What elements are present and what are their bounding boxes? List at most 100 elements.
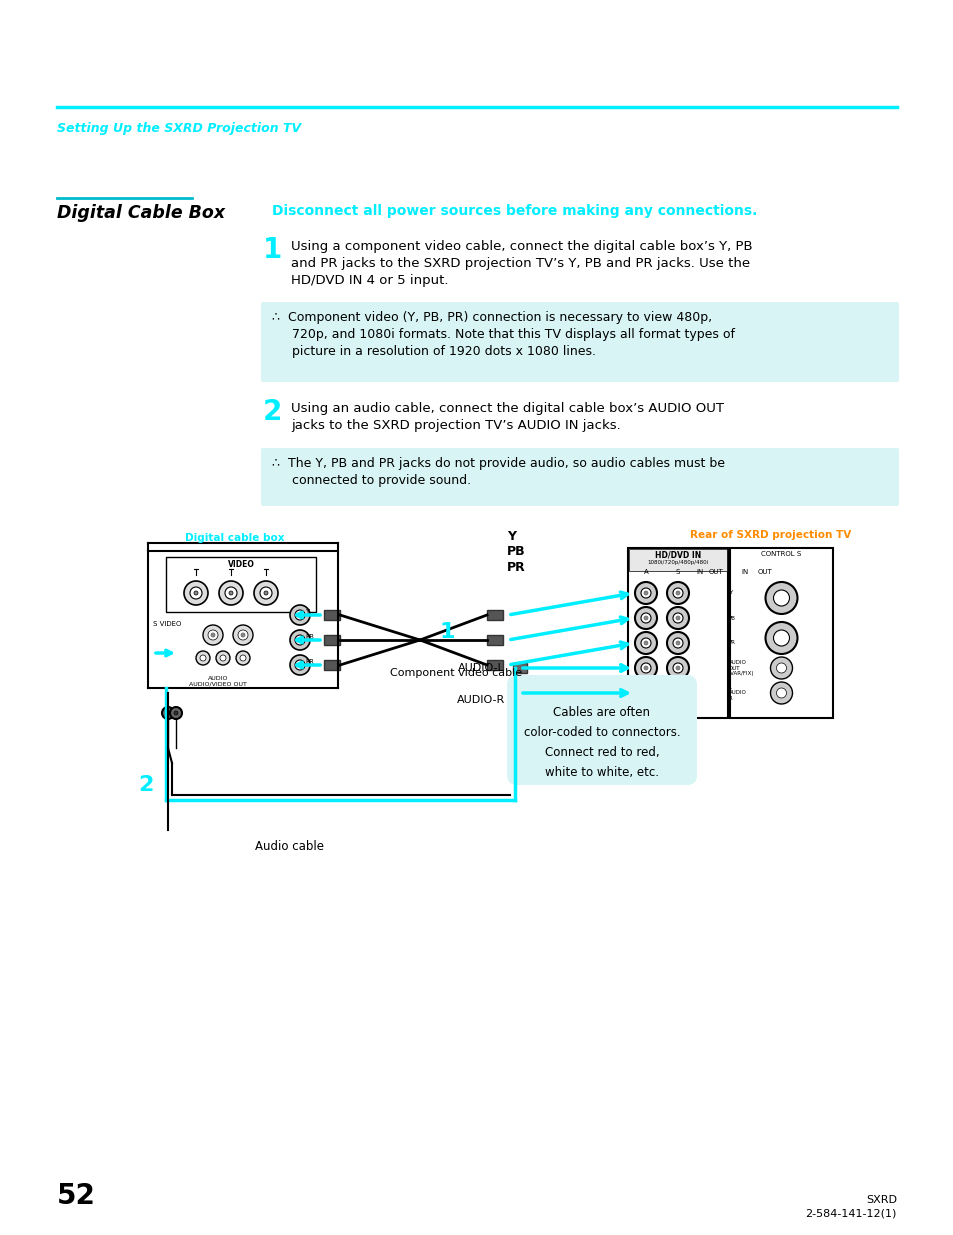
Circle shape: [264, 592, 268, 595]
Text: Setting Up the SXRD Projection TV: Setting Up the SXRD Projection TV: [57, 122, 301, 135]
Circle shape: [240, 655, 246, 661]
Bar: [486, 635, 502, 645]
Circle shape: [166, 711, 170, 715]
Circle shape: [770, 682, 792, 704]
Text: ∴  The Y, PB and PR jacks do not provide audio, so audio cables must be: ∴ The Y, PB and PR jacks do not provide …: [272, 457, 724, 471]
Text: Digital Cable Box: Digital Cable Box: [57, 204, 225, 222]
Circle shape: [666, 606, 688, 629]
Circle shape: [676, 641, 679, 645]
Circle shape: [643, 692, 647, 695]
Text: Y: Y: [728, 590, 732, 595]
Circle shape: [640, 588, 650, 598]
Text: Cables are often: Cables are often: [553, 706, 650, 719]
Circle shape: [294, 659, 305, 671]
FancyBboxPatch shape: [261, 448, 898, 506]
Bar: [628, 550, 726, 571]
Text: Digital cable box: Digital cable box: [185, 534, 284, 543]
Circle shape: [776, 663, 785, 673]
Circle shape: [635, 682, 657, 704]
Text: Using an audio cable, connect the digital cable box’s AUDIO OUT: Using an audio cable, connect the digita…: [291, 403, 723, 415]
Text: white to white, etc.: white to white, etc.: [544, 766, 659, 779]
Text: OUT: OUT: [757, 569, 772, 576]
Circle shape: [235, 651, 250, 664]
Text: IN: IN: [740, 569, 748, 576]
Circle shape: [190, 587, 202, 599]
Circle shape: [294, 610, 305, 620]
Circle shape: [640, 663, 650, 673]
Bar: [729, 548, 832, 718]
Circle shape: [666, 632, 688, 655]
Circle shape: [241, 634, 245, 637]
Circle shape: [640, 638, 650, 648]
Circle shape: [672, 638, 682, 648]
Text: Component video cable: Component video cable: [390, 668, 521, 678]
Circle shape: [672, 688, 682, 698]
Text: S VIDEO: S VIDEO: [152, 621, 181, 627]
Text: CONTROL S: CONTROL S: [760, 551, 801, 557]
Text: PR: PR: [506, 561, 525, 574]
Bar: [324, 610, 339, 620]
Circle shape: [635, 606, 657, 629]
Circle shape: [764, 622, 797, 655]
Text: Using a component video cable, connect the digital cable box’s Y, PB: Using a component video cable, connect t…: [291, 240, 752, 253]
Bar: [513, 663, 526, 673]
Text: AUDIO-L: AUDIO-L: [457, 663, 504, 673]
Circle shape: [640, 688, 650, 698]
Circle shape: [200, 655, 206, 661]
Circle shape: [666, 682, 688, 704]
Text: color-coded to connectors.: color-coded to connectors.: [523, 726, 679, 739]
Circle shape: [193, 592, 198, 595]
Text: jacks to the SXRD projection TV’s AUDIO IN jacks.: jacks to the SXRD projection TV’s AUDIO …: [291, 419, 620, 432]
Text: Y: Y: [305, 609, 309, 615]
FancyBboxPatch shape: [506, 676, 697, 785]
Circle shape: [770, 657, 792, 679]
Circle shape: [764, 582, 797, 614]
Circle shape: [773, 590, 789, 606]
Text: PB: PB: [506, 545, 525, 558]
Circle shape: [184, 580, 208, 605]
Circle shape: [294, 635, 305, 645]
Text: 1: 1: [263, 236, 282, 264]
Text: AUDIO
OUT
(VAR/FIX): AUDIO OUT (VAR/FIX): [728, 659, 754, 677]
Circle shape: [237, 630, 248, 640]
Circle shape: [676, 666, 679, 671]
Bar: [166, 557, 315, 613]
Circle shape: [672, 663, 682, 673]
Circle shape: [776, 688, 785, 698]
Bar: [486, 659, 502, 671]
Circle shape: [253, 580, 277, 605]
Circle shape: [260, 587, 272, 599]
Circle shape: [220, 655, 226, 661]
Bar: [486, 610, 502, 620]
Circle shape: [676, 692, 679, 695]
Text: AUDIO-R: AUDIO-R: [456, 695, 504, 705]
Circle shape: [233, 625, 253, 645]
Text: SXRD: SXRD: [865, 1195, 896, 1205]
Text: 2-584-141-12(1): 2-584-141-12(1): [804, 1208, 896, 1218]
Circle shape: [290, 605, 310, 625]
Circle shape: [162, 706, 173, 719]
Text: Rear of SXRD projection TV: Rear of SXRD projection TV: [689, 530, 850, 540]
Circle shape: [643, 666, 647, 671]
Text: 1080i/720p/480p/480i: 1080i/720p/480p/480i: [647, 559, 708, 564]
Bar: [513, 688, 526, 698]
Text: 720p, and 1080i formats. Note that this TV displays all format types of: 720p, and 1080i formats. Note that this …: [272, 329, 734, 341]
Text: Disconnect all power sources before making any connections.: Disconnect all power sources before maki…: [272, 204, 757, 219]
Circle shape: [635, 657, 657, 679]
Circle shape: [643, 641, 647, 645]
Circle shape: [229, 592, 233, 595]
Text: picture in a resolution of 1920 dots x 1080 lines.: picture in a resolution of 1920 dots x 1…: [272, 345, 596, 358]
Circle shape: [666, 582, 688, 604]
Text: VIDEO: VIDEO: [228, 559, 254, 569]
Text: HD/DVD IN: HD/DVD IN: [654, 551, 700, 559]
Circle shape: [211, 634, 214, 637]
Circle shape: [195, 651, 210, 664]
Text: HD/DVD IN 4 or 5 input.: HD/DVD IN 4 or 5 input.: [291, 274, 448, 287]
Bar: [324, 635, 339, 645]
Circle shape: [672, 588, 682, 598]
Text: connected to provide sound.: connected to provide sound.: [272, 474, 471, 487]
Circle shape: [219, 580, 243, 605]
Text: OUT: OUT: [708, 569, 722, 576]
Circle shape: [666, 657, 688, 679]
Text: PR: PR: [305, 659, 314, 664]
